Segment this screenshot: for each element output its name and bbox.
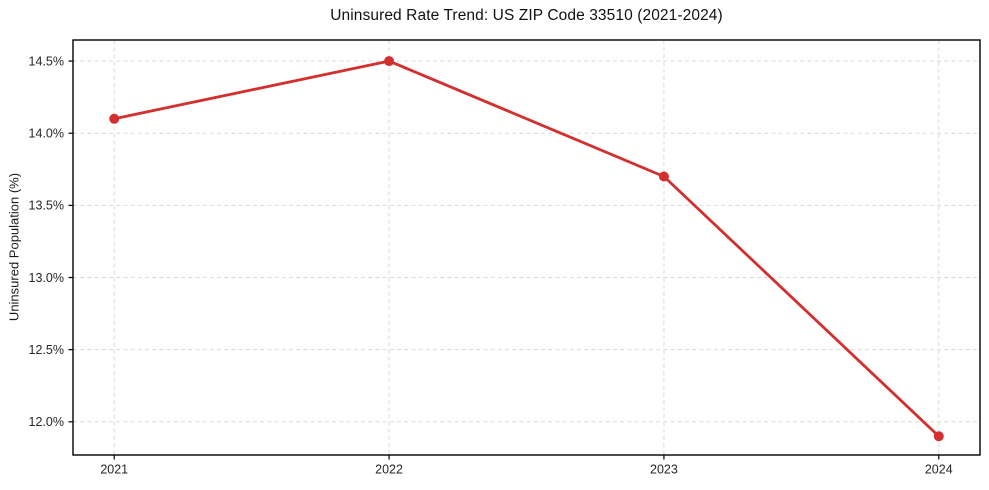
x-tick-label: 2024 [925,463,953,477]
data-point-marker [933,431,944,442]
data-point-marker [109,113,120,124]
plot-frame [72,39,981,456]
x-tick-label: 2023 [650,463,678,477]
y-tick-label: 14.0% [29,127,64,141]
x-tick-label: 2022 [375,463,403,477]
y-axis-label-text: Uninsured Population (%) [6,172,22,322]
x-tick-label: 2021 [100,463,128,477]
chart-title: Uninsured Rate Trend: US ZIP Code 33510 … [330,7,723,24]
y-tick-label: 13.0% [29,271,64,285]
data-point-marker [384,56,395,67]
y-tick-label: 12.0% [29,415,64,429]
y-tick-label: 13.5% [29,199,64,213]
trend-line [112,59,941,438]
y-tick-label: 12.5% [29,343,64,357]
data-point-marker [658,171,669,182]
y-tick-label: 14.5% [29,54,64,68]
